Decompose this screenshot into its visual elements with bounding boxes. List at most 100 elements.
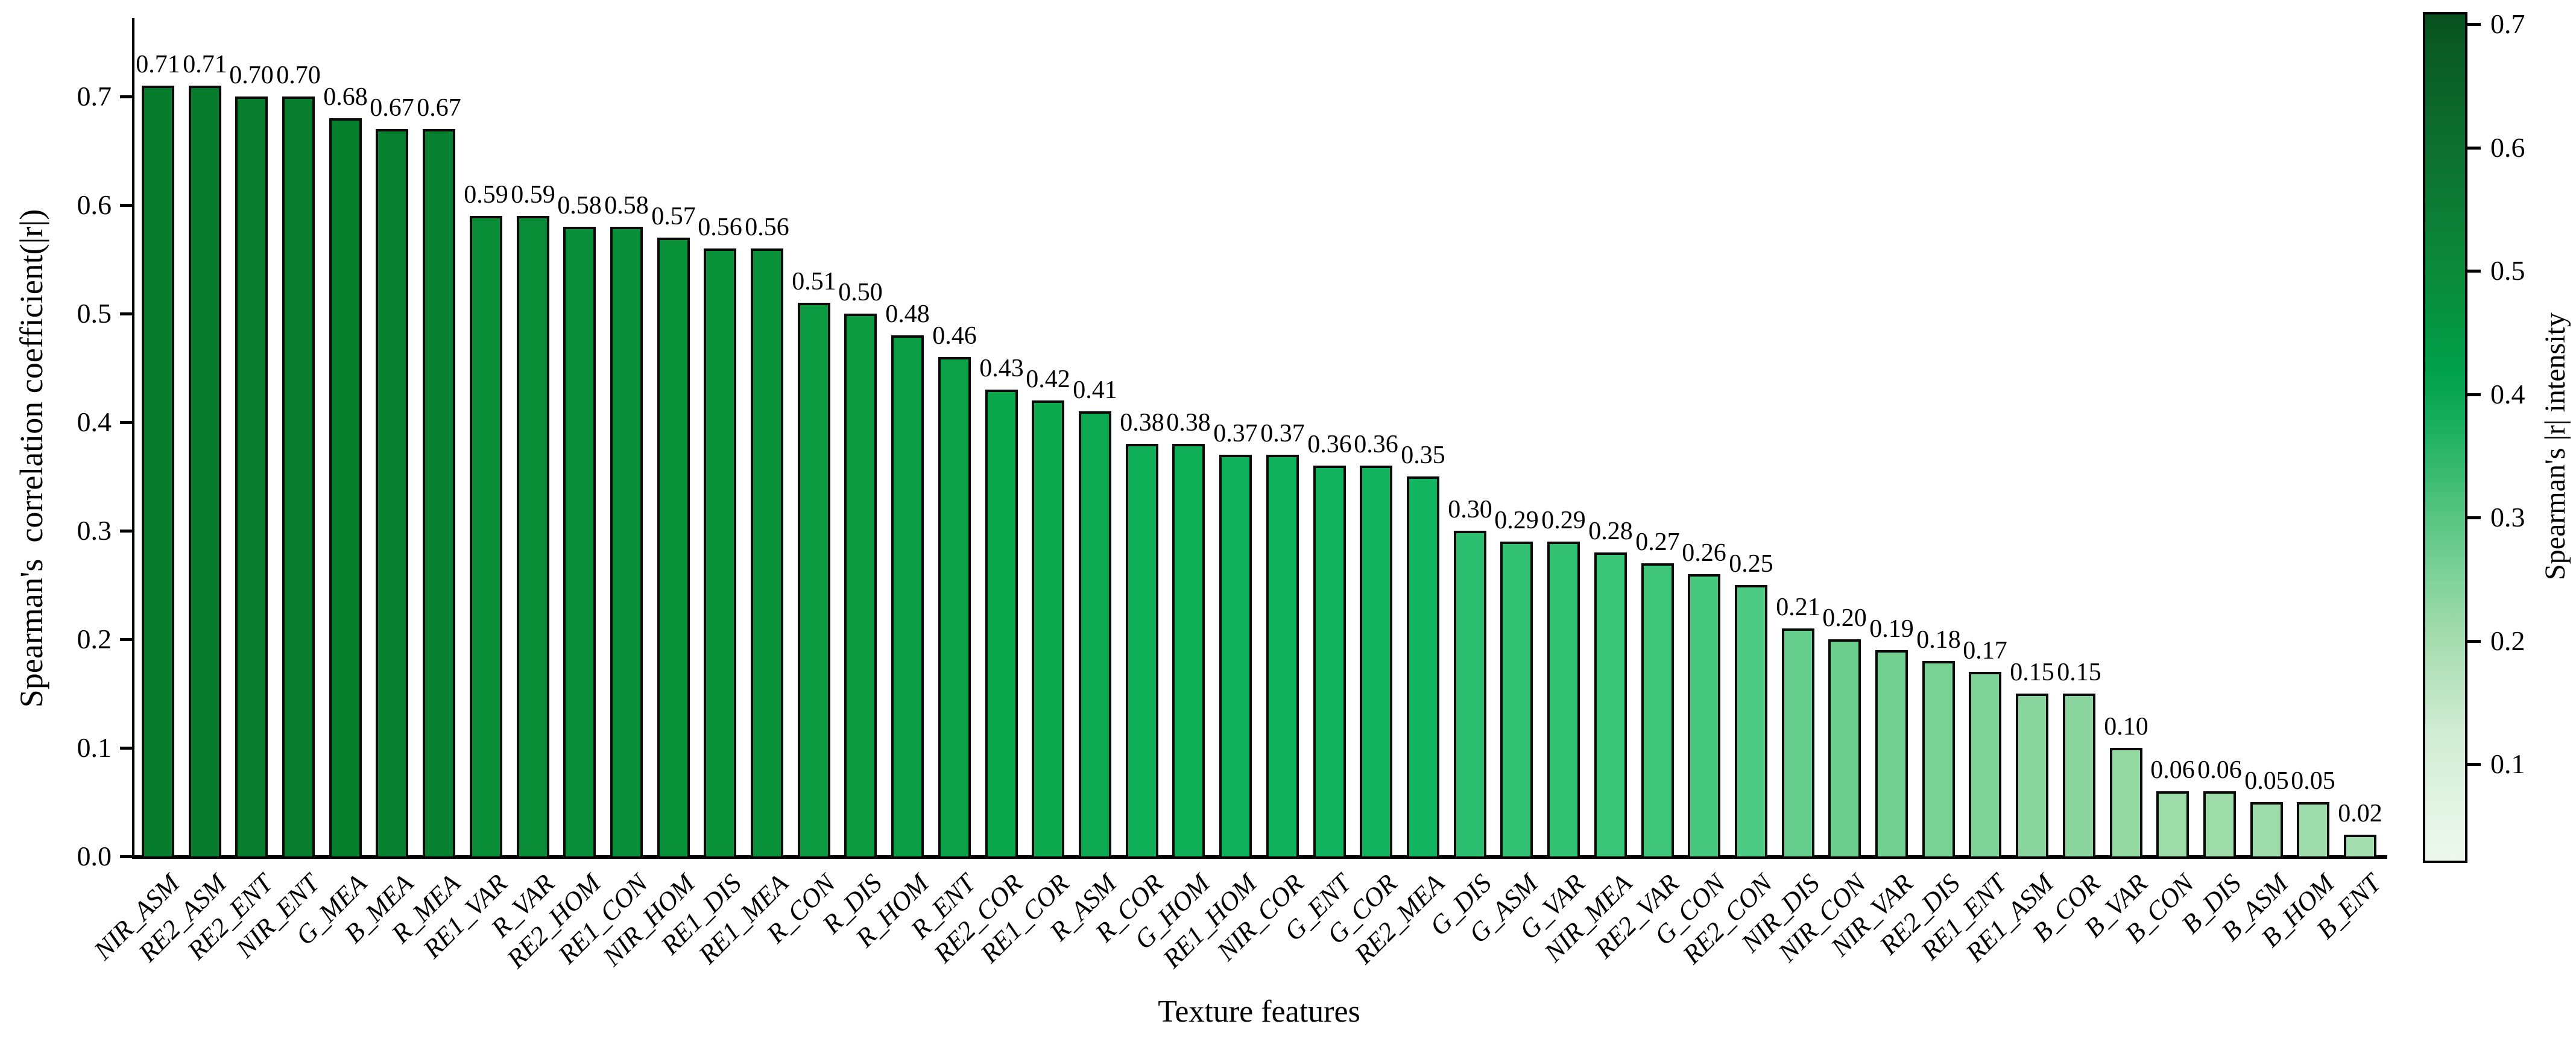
bar [2203,791,2236,856]
bar [1594,552,1627,856]
y-tick-label: 0.4 [77,406,112,437]
bar [1126,444,1158,856]
y-tick-mark [120,421,132,424]
bar [985,390,1018,856]
bar-value-label: 0.42 [1026,365,1070,393]
bar-value-label: 0.19 [1869,615,1914,643]
bar [2063,694,2095,856]
bar [938,357,971,856]
bar [1828,639,1861,856]
bar-value-label: 0.41 [1073,376,1117,404]
bar [844,314,877,856]
bar [751,248,783,856]
colorbar-tick-label: 0.3 [2490,502,2525,533]
bar [517,216,549,856]
bar [1875,650,1908,856]
bar-value-label: 0.30 [1448,496,1492,523]
bar-value-label: 0.68 [323,83,368,111]
bar-value-label: 0.50 [838,279,883,306]
colorbar-tick-label: 0.5 [2490,255,2525,286]
bar-value-label: 0.15 [2010,659,2054,686]
colorbar-title: Spearman's |r| intensity [2539,312,2571,580]
x-axis-title: Texture features [1158,995,1360,1029]
bar [329,118,362,856]
bar [891,335,924,856]
bar [1735,585,1767,856]
bar-value-label: 0.06 [2197,756,2242,784]
colorbar-tick-mark [2467,516,2481,519]
bar-value-label: 0.36 [1307,431,1352,458]
y-tick-label: 0.6 [77,189,112,220]
colorbar-tick-label: 0.2 [2490,625,2525,656]
bar-value-label: 0.38 [1120,409,1164,437]
y-tick-mark [120,312,132,315]
x-axis-spine [132,855,2387,859]
bar [1782,628,1814,856]
bar [1922,661,1955,856]
bar [1079,411,1111,856]
bar [2297,802,2329,856]
bar-value-label: 0.59 [511,181,555,209]
colorbar-tick-label: 0.4 [2490,379,2525,410]
bar-value-label: 0.43 [979,355,1024,382]
y-tick-label: 0.3 [77,515,112,546]
bar [1032,400,1064,856]
bar-value-label: 0.59 [464,181,508,209]
bar-value-label: 0.71 [136,51,180,78]
bar [1454,531,1486,856]
bar [563,227,596,856]
y-tick-mark [120,855,132,858]
bar-value-label: 0.58 [557,192,602,220]
bar [189,86,221,856]
bar-value-label: 0.46 [932,322,977,350]
bar-value-label: 0.26 [1682,539,1726,567]
colorbar-tick-label: 0.7 [2490,8,2525,39]
bar [1407,476,1439,856]
bar [2016,694,2048,856]
bar [1313,466,1346,856]
bar-value-label: 0.67 [417,94,461,122]
bar [1172,444,1205,856]
bar-value-label: 0.06 [2150,756,2195,784]
bar [142,86,174,856]
colorbar-tick-label: 0.1 [2490,748,2525,779]
bar [1266,455,1299,856]
bar [1969,672,2001,856]
bar-value-label: 0.48 [885,300,930,328]
bar-value-label: 0.25 [1729,550,1773,578]
bar-value-label: 0.38 [1166,409,1211,437]
bar [1500,542,1533,856]
colorbar-tick-label: 0.6 [2490,132,2525,163]
y-tick-label: 0.5 [77,298,112,329]
y-tick-label: 0.1 [77,732,112,763]
bar-value-label: 0.28 [1588,517,1633,545]
bar [470,216,502,856]
bar [1641,563,1674,856]
colorbar-tick-mark [2467,393,2481,396]
bar-value-label: 0.10 [2104,713,2148,741]
bar [376,129,408,856]
bar [423,129,455,856]
bar-value-label: 0.20 [1822,604,1867,632]
bar [798,303,830,856]
bar-value-label: 0.67 [370,94,414,122]
bar-value-label: 0.02 [2338,800,2382,827]
bar [282,96,315,856]
bar [235,96,268,856]
colorbar-tick-mark [2467,23,2481,26]
bar-value-label: 0.29 [1494,507,1539,534]
bar [2110,748,2142,856]
bar-value-label: 0.57 [651,203,696,230]
colorbar-tick-mark [2467,270,2481,273]
bar-value-label: 0.18 [1916,626,1961,654]
colorbar-tick-mark [2467,640,2481,643]
bar [2156,791,2189,856]
bar-value-label: 0.36 [1354,431,1398,458]
y-tick-label: 0.2 [77,624,112,654]
bar [1219,455,1252,856]
y-tick-label: 0.7 [77,81,112,112]
colorbar [2423,12,2467,863]
bar-value-label: 0.70 [229,62,274,89]
bar-value-label: 0.29 [1541,507,1586,534]
